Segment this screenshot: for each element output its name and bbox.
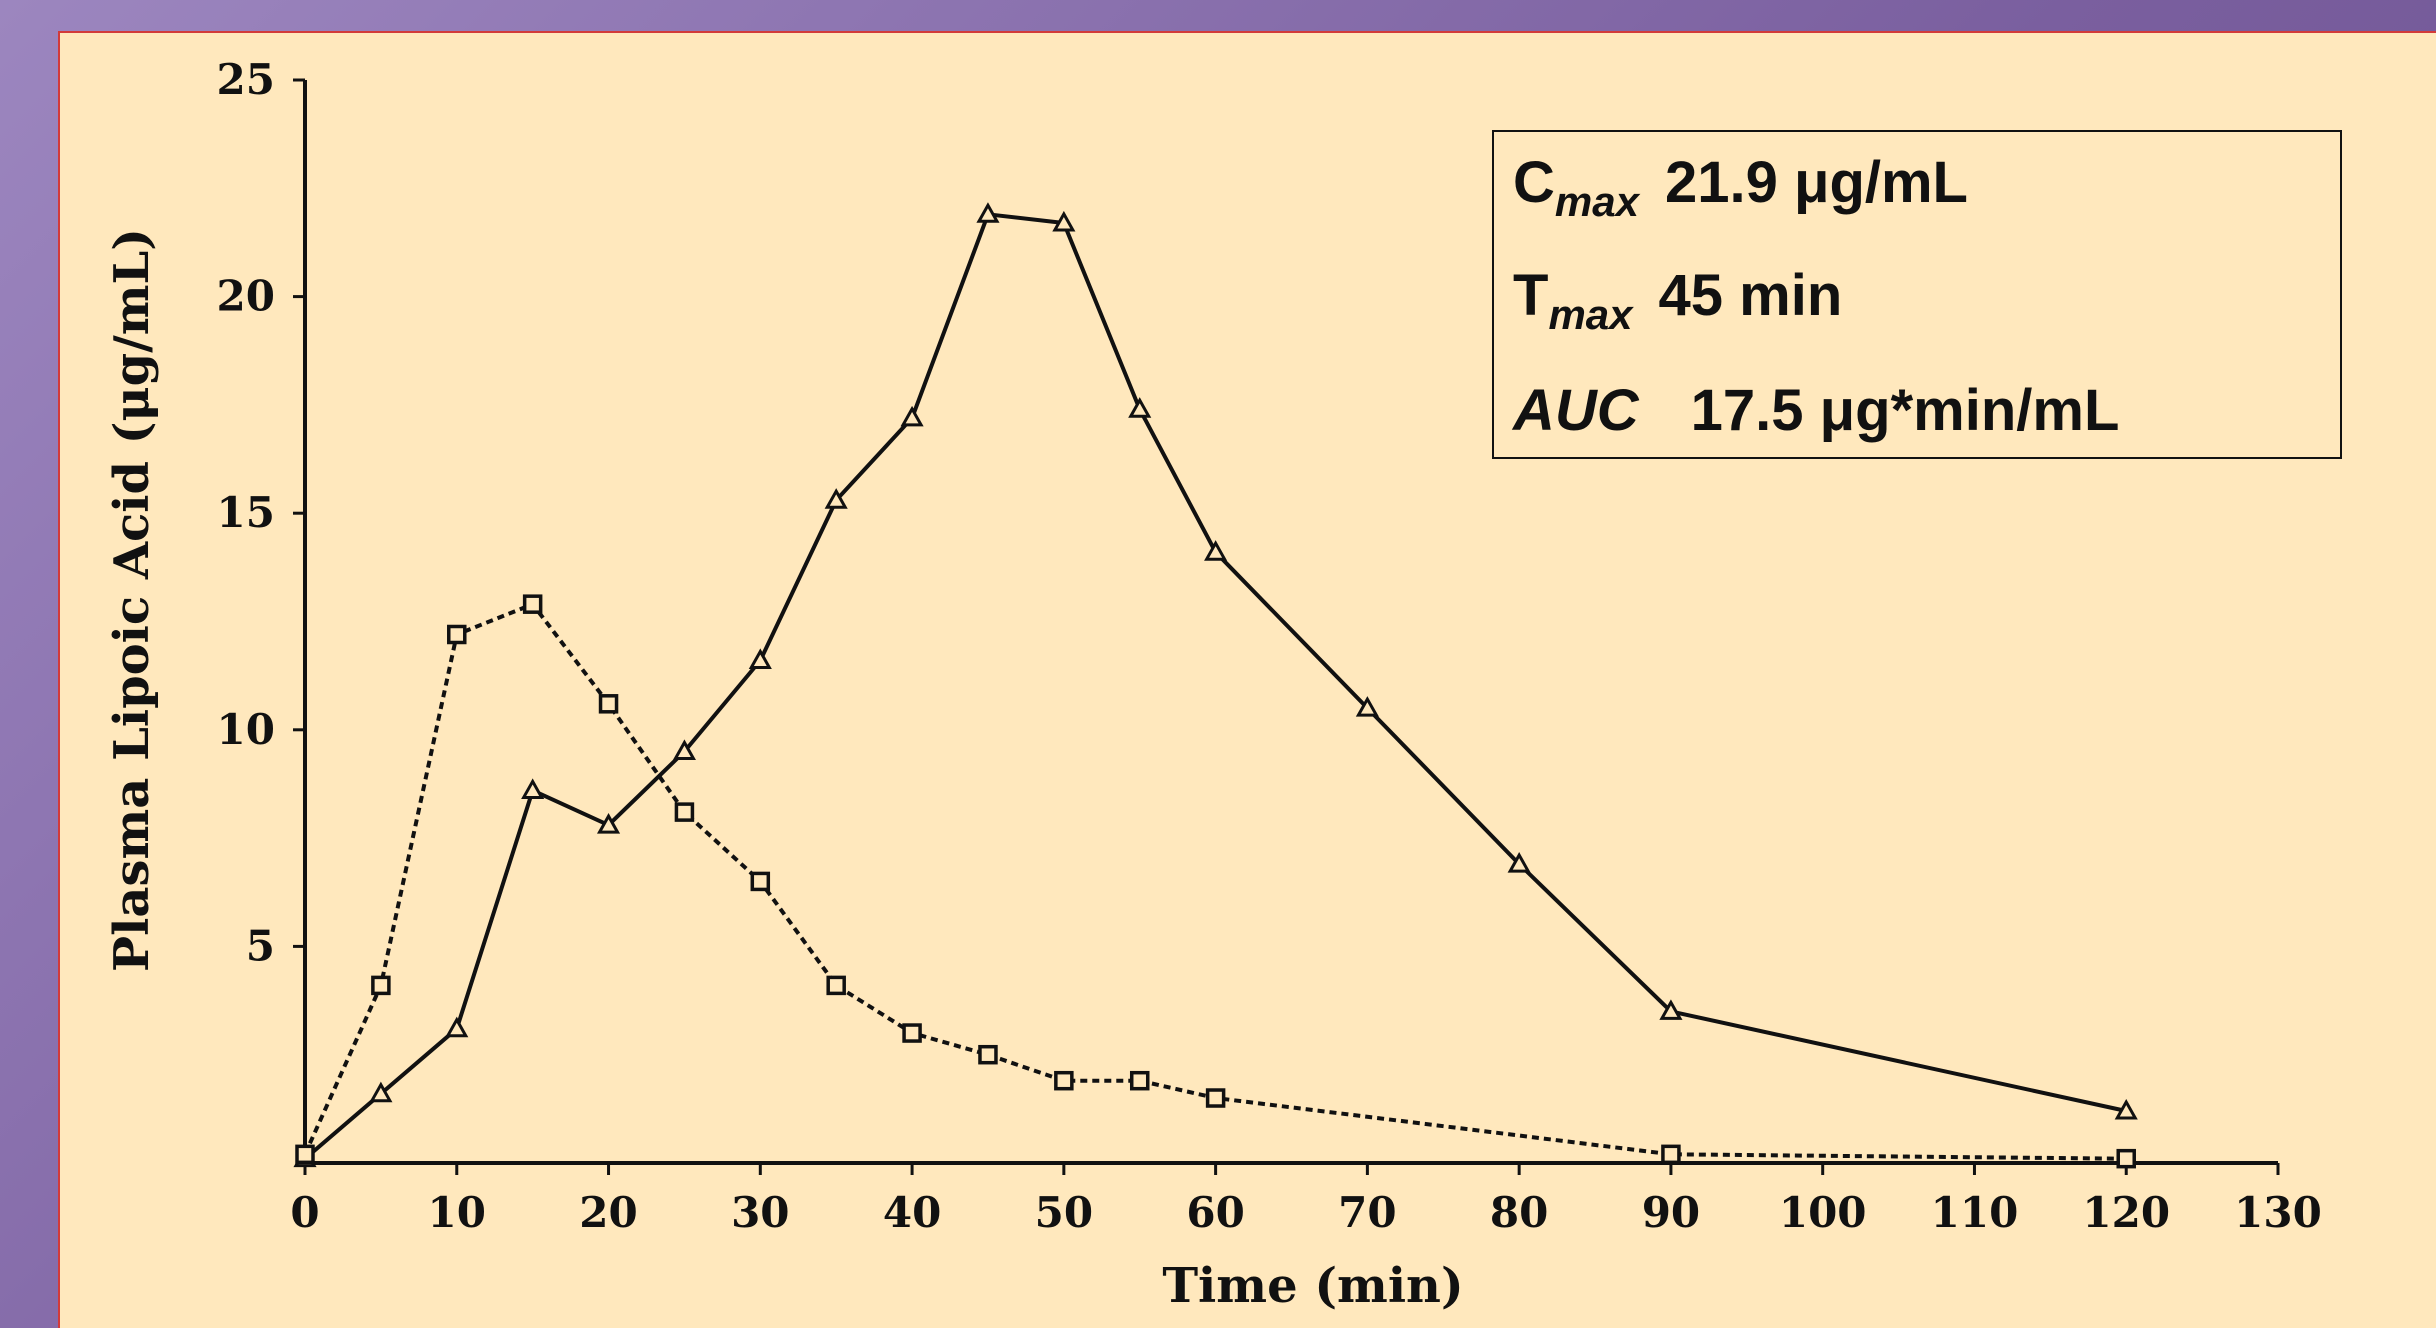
triangle-point [1052,210,1076,232]
x-tick-label: 40 [883,1188,941,1237]
x-tick-label: 0 [290,1188,319,1237]
y-tick-label: 20 [217,272,275,321]
series-1-line [303,212,2127,1161]
square-point [1205,1088,1226,1108]
y-tick-label: 10 [217,705,275,754]
square-point [598,694,619,714]
x-tick-label: 20 [579,1188,637,1237]
x-tick-label: 70 [1338,1188,1396,1237]
x-tick-label: 80 [1490,1188,1548,1237]
triangle-point [445,1016,469,1038]
triangle-point [672,739,696,760]
stats-box: Cmax 21.9 μg/mL Tmax 45 min AUC 17.5 μg*min… [1492,130,2342,459]
square-point [371,975,391,996]
y-tick-label: 5 [246,921,275,970]
x-tick-label: 110 [1931,1188,2019,1237]
triangle-point [748,648,772,669]
tmax-line: Tmax 45 min [1513,263,1842,338]
triangle-point [521,778,545,799]
y-tick-label: 15 [217,488,275,537]
triangle-point [976,202,1000,223]
triangle-point [1659,999,1683,1020]
series-layer [293,202,2138,1169]
auc-line: AUC 17.5 μg*min/mL [1511,378,2119,443]
square-point [978,1044,998,1065]
triangle-point [2114,1098,2138,1120]
series-2-line [303,602,2127,1161]
x-tick-label: 50 [1035,1188,1093,1237]
square-point [1054,1070,1074,1091]
square-point [750,871,771,892]
triangle-point [369,1081,393,1103]
cmax-line: Cmax 21.9 μg/mL [1513,150,1968,225]
square-point [1661,1144,1681,1165]
y-axis-title: Plasma Lipoic Acid (μg/mL) [104,228,160,972]
slide-panel [58,31,2436,1328]
square-point [674,802,695,822]
square-point [826,975,846,996]
axes: 0 10 20 30 40 50 60 70 80 90 100 110 120 130 5 10 15 20 25 [217,55,2322,1237]
y-tick-label: 25 [217,55,275,104]
x-tick-label: 30 [731,1188,789,1237]
labels-layer: Time (min) Plasma Lipoic Acid (μg/mL) [104,228,1464,1314]
triangle-point [1355,696,1379,717]
x-tick-label: 100 [1779,1188,1867,1237]
x-tick-label: 130 [2234,1188,2322,1237]
x-axis-title: Time (min) [1162,1258,1463,1314]
stats-box-border [1492,130,2342,459]
x-tick-label: 120 [2082,1188,2170,1237]
square-point [295,1144,315,1165]
triangle-point [1128,397,1152,418]
x-tick-label: 60 [1186,1188,1244,1237]
triangle-point [900,405,924,427]
square-point [447,624,467,645]
square-point [902,1023,922,1043]
series-1 [293,202,2138,1168]
series-2 [295,594,2136,1169]
triangle-point [1507,852,1531,873]
triangle-point [824,488,848,509]
x-tick-label: 90 [1642,1188,1700,1237]
square-point [1129,1070,1150,1091]
square-point [2116,1148,2136,1169]
square-point [522,594,543,614]
triangle-point [596,813,621,834]
x-tick-label: 10 [428,1188,486,1237]
triangle-point [1204,540,1228,561]
